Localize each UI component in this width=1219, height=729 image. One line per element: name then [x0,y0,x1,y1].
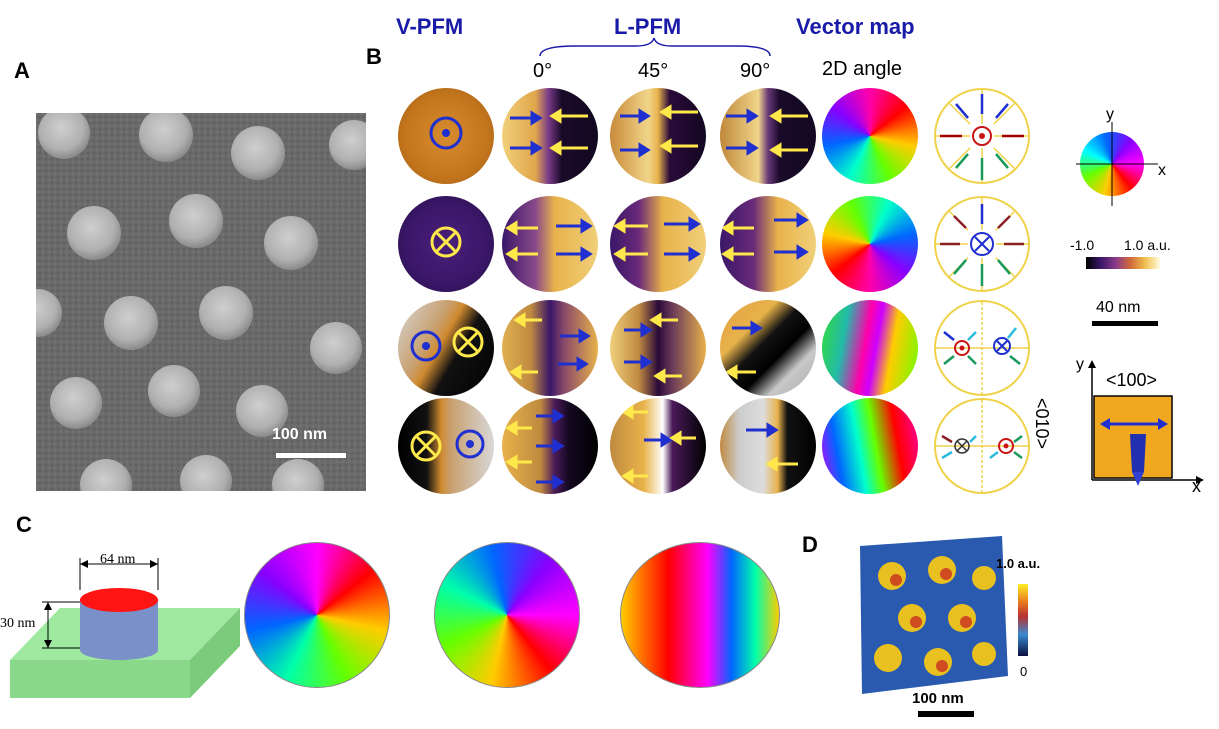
sim-disc-1 [244,542,390,688]
lpfm-disc-r3-90 [720,300,816,396]
lpfm-disc-r1-45 [610,88,706,184]
vector-sublabel: 2D angle [822,58,903,80]
afm-colorbar-min: 0 [1020,664,1028,679]
scalebar-a-label: 100 nm [272,426,328,443]
lpfm-brace [539,37,771,57]
schematic-disc-r4 [934,398,1030,494]
angle-label-0: 0° [533,60,553,82]
orientation-x-label: x [1192,476,1201,496]
height-label: 30 nm [0,616,36,631]
lpfm-disc-r1-0 [502,88,598,184]
schematic-disc-r3 [934,300,1030,396]
heading-lpfm: L-PFM [614,14,682,39]
orientation-diagram [1088,360,1204,486]
lpfm-disc-r3-0 [502,300,598,396]
panel-c-label: C [16,512,32,537]
vector-disc-r4 [822,398,918,494]
lpfm-disc-r4-90 [720,398,816,494]
vector-disc-r1 [822,88,918,184]
lpfm-disc-r1-90 [720,88,816,184]
lpfm-disc-r4-45 [610,398,706,494]
lpfm-disc-r2-90 [720,196,816,292]
diameter-label: 64 nm [100,552,136,567]
colorbar [1086,257,1160,269]
orientation-side-label: <010> [1032,398,1052,450]
vector-disc-r3 [822,300,918,396]
angle-label-45: 45° [638,60,669,82]
lpfm-disc-r2-45 [610,196,706,292]
disk-schematic [10,558,240,698]
afm-colorbar-max: 1.0 a.u. [996,556,1041,571]
sim-disc-3 [620,542,780,688]
heading-vpfm: V-PFM [396,14,464,39]
afm-colorbar [1018,584,1028,656]
scalebar-d [918,711,974,717]
vector-disc-r2 [822,196,918,292]
lpfm-disc-r4-0 [502,398,598,494]
schematic-disc-r1 [934,88,1030,184]
panel-a-label: A [14,58,30,83]
scalebar-d-label: 100 nm [912,690,964,707]
colorwheel-x-label: x [1158,162,1166,179]
vpfm-disc-r3 [398,300,494,396]
colorwheel-y-label: y [1106,106,1114,123]
orientation-y-label: y [1076,356,1084,373]
panel-b-label: B [366,44,382,69]
panel-d-label: D [802,532,818,557]
vpfm-disc-r1 [398,88,494,184]
sem-image: 100 nm [36,113,366,491]
colorbar-max-label: 1.0 a.u. [1124,237,1171,253]
heading-vector-map: Vector map [796,14,915,39]
angle-label-90: 90° [740,60,771,82]
schematic-disc-r2 [934,196,1030,292]
orientation-top-label: <100> [1106,370,1158,390]
lpfm-disc-r3-45 [610,300,706,396]
afm-3d-image [860,536,1008,694]
colorbar-min-label: -1.0 [1070,237,1095,253]
scalebar-b-label: 40 nm [1096,299,1141,316]
colorwheel-legend [1076,122,1158,206]
vpfm-disc-r4 [398,398,494,494]
vpfm-disc-r2 [398,196,494,292]
lpfm-disc-r2-0 [502,196,598,292]
sim-disc-2 [434,542,580,688]
scalebar-b [1092,321,1158,326]
